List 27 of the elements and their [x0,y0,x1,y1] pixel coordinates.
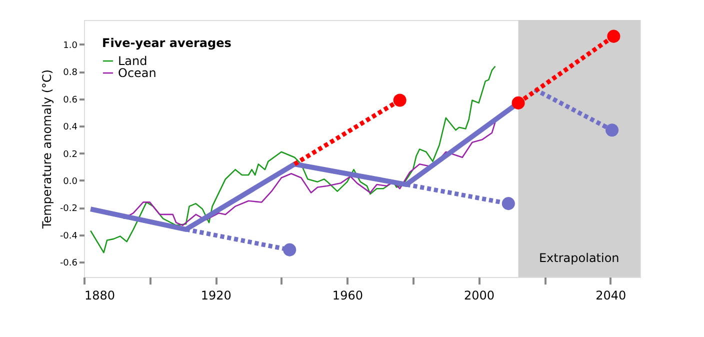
band-label: Extrapolation [538,251,620,265]
y-tick-label: -0.6 [60,258,78,269]
legend-label: Land [118,54,148,68]
y-tick-label: -0.4 [60,231,78,242]
y-tick-label: 0.2 [63,150,78,160]
y-tick-label: 0.0 [63,176,78,187]
y-axis-title: Temperature anomaly (°C) [40,69,54,230]
point [283,243,296,256]
point [393,94,406,107]
point [606,124,619,137]
x-tick-label: 2040 [596,288,626,302]
line-series [122,121,496,226]
x-tick-label: 2000 [464,288,495,302]
y-tick-label: 0.6 [63,95,78,106]
y-tick-label: 0.4 [63,122,78,133]
y-tick-label: 0.8 [63,68,78,78]
point [607,30,620,43]
legend-title: Five-year averages [102,36,232,50]
x-tick-label: 1960 [332,288,363,302]
point [512,96,525,110]
y-tick-label: -0.2 [60,204,78,214]
y-tick-label: 1.0 [63,40,78,51]
x-tick-label: 1880 [84,288,116,302]
legend-label: Ocean [118,66,156,80]
x-tick-label: 1920 [200,288,232,302]
line-series [90,66,496,254]
point [502,197,515,210]
